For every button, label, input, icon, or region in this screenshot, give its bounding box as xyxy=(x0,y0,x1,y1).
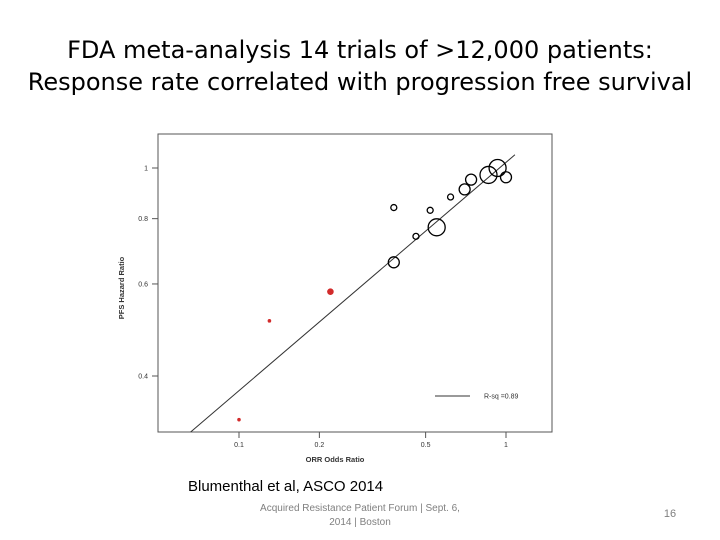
data-point xyxy=(426,206,434,214)
y-axis-label: PFS Hazard Ratio xyxy=(117,256,126,319)
fit-line xyxy=(189,154,516,432)
citation: Blumenthal et al, ASCO 2014 xyxy=(188,478,384,495)
x-tick-label: 1 xyxy=(504,442,508,449)
y-tick-label: 0.6 xyxy=(138,281,148,288)
y-tick-label: 0.4 xyxy=(138,374,148,381)
data-point xyxy=(458,183,471,196)
title-line-1: FDA meta-analysis 14 trials of >12,000 p… xyxy=(67,36,653,64)
x-tick-label: 0.5 xyxy=(421,442,431,449)
data-point xyxy=(237,417,241,422)
data-point xyxy=(267,319,272,323)
title-line-2: Response rate correlated with progressio… xyxy=(27,68,693,96)
data-point xyxy=(387,256,400,269)
y-tick-label: 1 xyxy=(144,166,148,173)
data-point xyxy=(412,232,420,241)
x-tick-label: 0.1 xyxy=(234,442,244,449)
data-point xyxy=(464,173,478,186)
page-number: 16 xyxy=(663,508,677,520)
slide-title: FDA meta-analysis 14 trials of >12,000 p… xyxy=(0,34,720,98)
x-axis-label: ORR Odds Ratio xyxy=(306,455,365,464)
x-tick-label: 0.2 xyxy=(315,442,325,449)
plot-frame xyxy=(157,133,553,433)
data-point xyxy=(446,193,455,201)
data-point xyxy=(390,203,398,212)
data-point xyxy=(488,158,507,178)
data-point xyxy=(499,171,513,184)
data-point xyxy=(479,165,498,185)
y-tick-label: 0.8 xyxy=(138,216,148,223)
scatter-chart: 0.1 0.2 0.5 1 0.4 0.6 0.8 1 ORR Odds Ratio PFS Ha… xyxy=(117,133,553,464)
footer-text: Acquired Resistance Patient Forum | Sept… xyxy=(260,503,460,528)
data-point xyxy=(427,218,446,237)
legend-label: R-sq =0.89 xyxy=(484,394,519,401)
data-point xyxy=(327,288,334,295)
